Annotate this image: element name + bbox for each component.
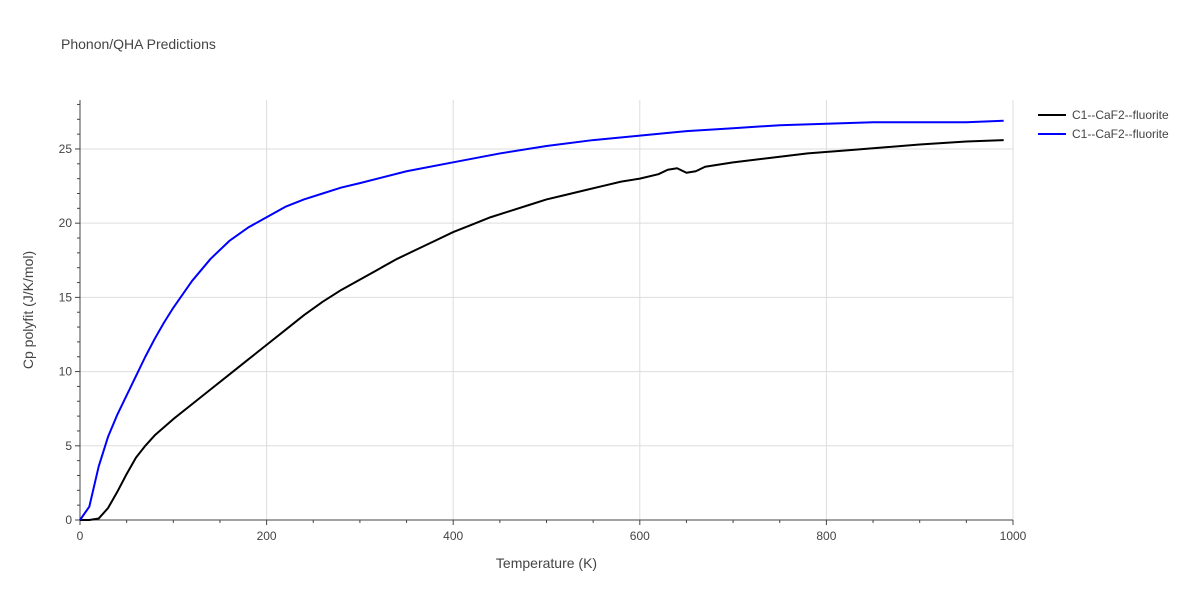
x-tick-label: 400 [443,529,463,543]
series-line-1[interactable] [80,139,1004,521]
x-tick-label: 200 [257,529,277,543]
y-tick-label: 20 [59,216,73,230]
series-layer [79,119,1004,521]
x-tick-label: 1000 [1000,529,1027,543]
y-axis-title: Cp polyfit (J/K/mol) [20,251,36,369]
legend[interactable]: C1--CaF2--fluorite C1--CaF2--fluorite [1038,108,1169,141]
y-tick-label: 5 [65,439,72,453]
x-tick-label: 600 [630,529,650,543]
y-tick-label: 25 [59,142,73,156]
y-tick-label: 15 [59,290,73,304]
legend-label-2[interactable]: C1--CaF2--fluorite [1072,127,1169,141]
x-tick-label: 0 [77,529,84,543]
x-tick-label: 800 [816,529,836,543]
chart-title: Phonon/QHA Predictions [61,36,216,52]
legend-label-1[interactable]: C1--CaF2--fluorite [1072,108,1169,122]
series-line-2[interactable] [79,119,1004,521]
y-tick-label: 10 [59,365,73,379]
axes: 0 200 400 600 800 1000 0 5 10 15 20 25 [59,100,1027,543]
x-axis-title: Temperature (K) [496,555,597,571]
y-tick-label: 0 [65,513,72,527]
grid-lines [80,100,1014,520]
